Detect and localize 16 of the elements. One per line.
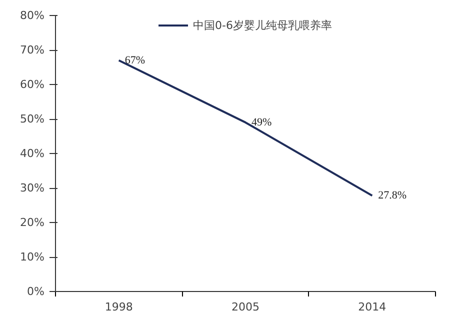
data-label: 49% (252, 116, 272, 128)
y-tick-label: 70% (20, 44, 45, 56)
y-tick-label: 60% (20, 78, 45, 91)
x-tick-label: 2014 (358, 300, 386, 314)
y-tick-label: 20% (20, 216, 45, 229)
data-label: 27.8% (378, 190, 407, 202)
legend-label: 中国0-6岁婴儿纯母乳喂养率 (193, 18, 332, 32)
y-tick-label: 80% (20, 9, 45, 22)
y-tick-label: 30% (20, 182, 45, 194)
y-tick-label: 10% (20, 250, 45, 264)
y-tick-label: 40% (20, 147, 45, 160)
y-tick-label: 50% (20, 112, 45, 126)
y-tick-label: 0% (27, 285, 44, 298)
x-tick-label: 2005 (232, 300, 260, 314)
x-tick-label: 1998 (104, 300, 133, 314)
data-label: 67% (124, 54, 146, 66)
